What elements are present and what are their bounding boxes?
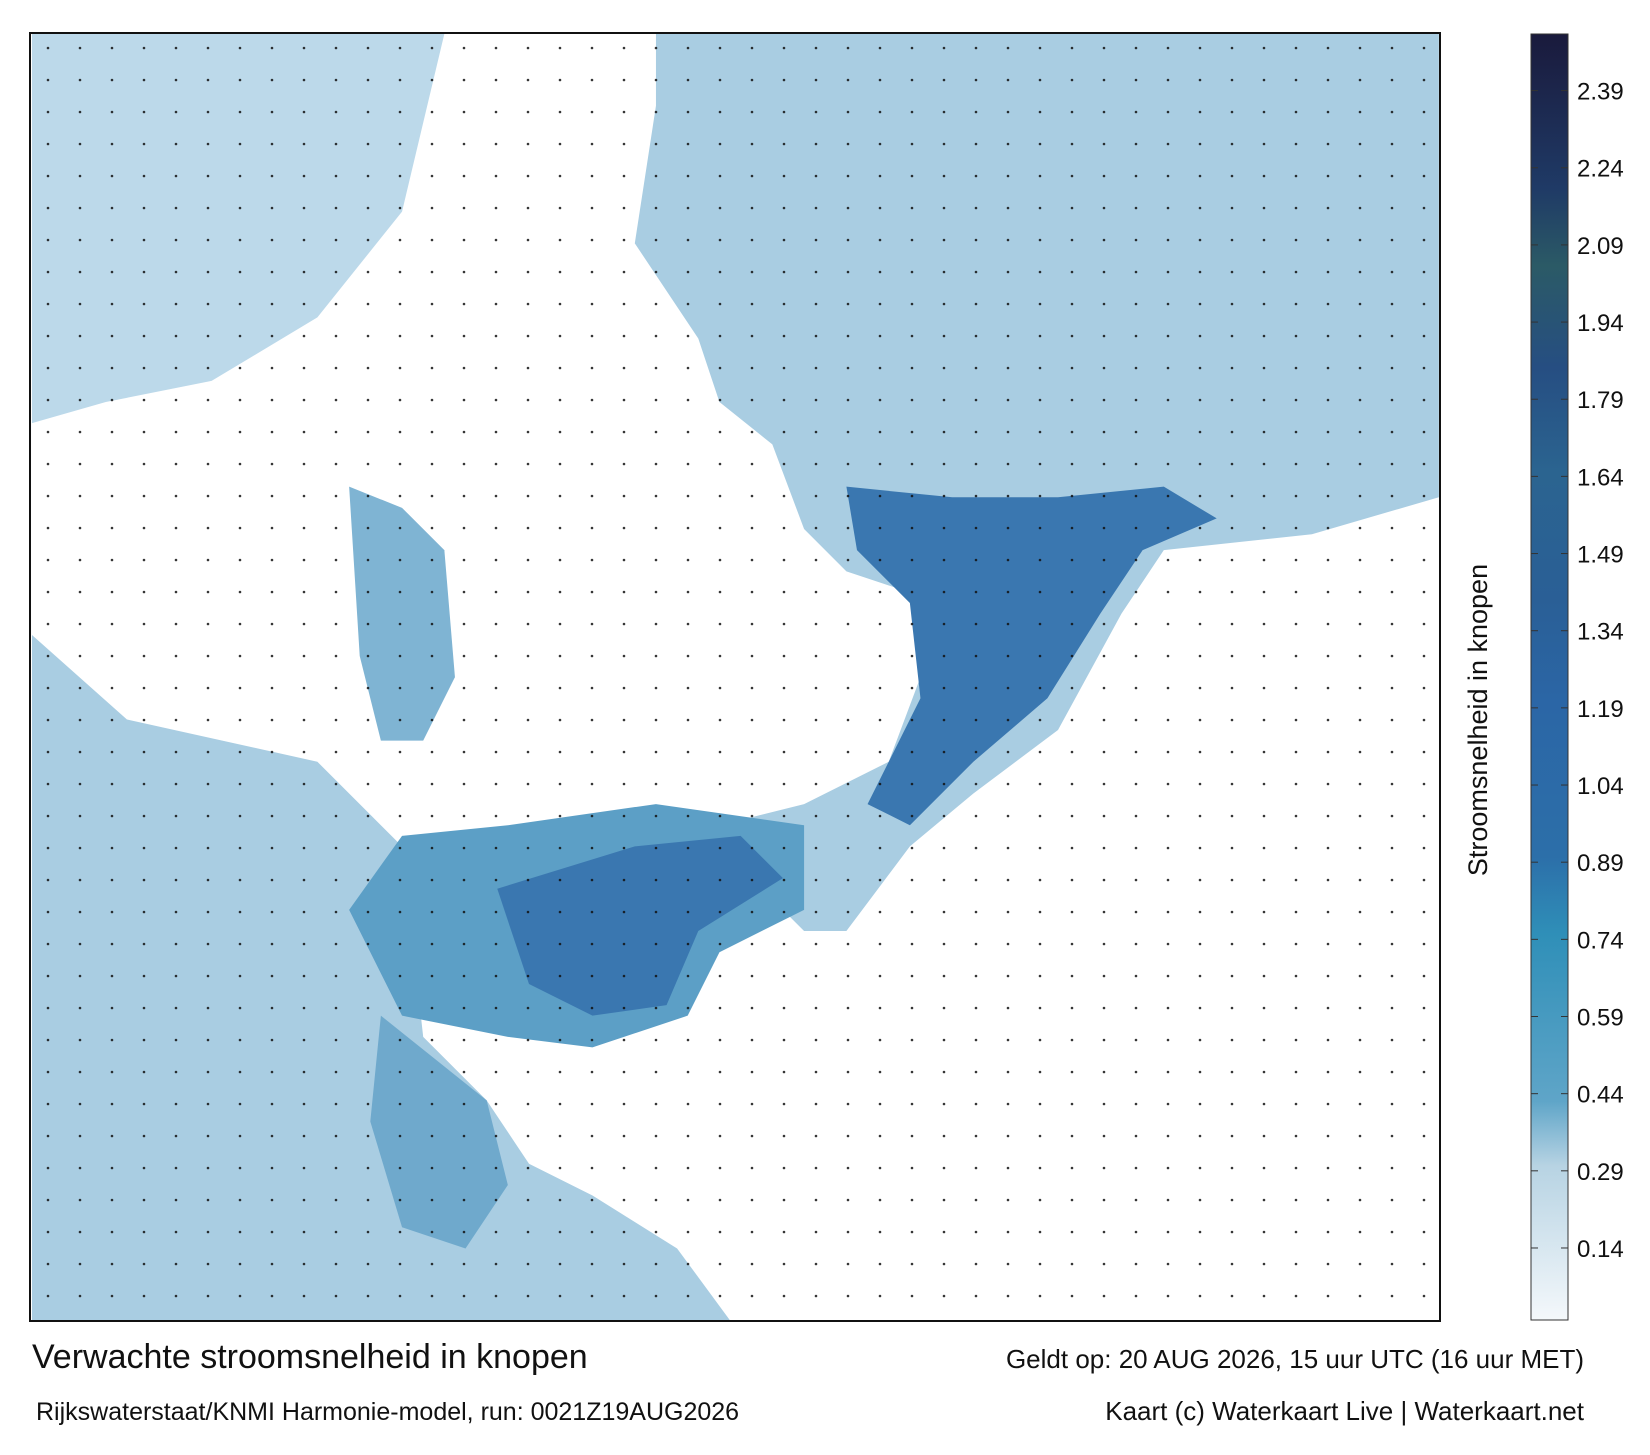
colorbar-tick-label: 1.64 [1577,464,1624,491]
colorbar-tick-label: 0.59 [1577,1005,1624,1032]
map [32,34,1439,1320]
source: Rijkswaterstaat/KNMI Harmonie-model, run… [36,1398,739,1426]
colorbar-tick-label: 2.09 [1577,233,1624,260]
colorbar-scale [1530,33,1569,1321]
title: Verwachte stroomsnelheid in knopen [32,1338,588,1376]
colorbar-tick-label: 0.89 [1577,850,1624,877]
valid-time: Geldt op: 20 AUG 2026, 15 uur UTC (16 uu… [1006,1344,1584,1374]
map-frame [29,32,1441,1322]
colorbar-tick-label: 1.79 [1577,387,1624,414]
colorbar-tick-label: 1.94 [1577,310,1624,337]
colorbar-tick-label: 0.29 [1577,1159,1624,1186]
credit: Kaart (c) Waterkaart Live | Waterkaart.n… [1105,1396,1585,1426]
colorbar-tick-label: 2.39 [1577,79,1624,106]
colorbar-tick-label: 1.49 [1577,542,1624,569]
colorbar-tick-label: 1.04 [1577,773,1624,800]
colorbar-tick-label: 0.14 [1577,1236,1624,1263]
colorbar [1530,33,1569,1321]
colorbar-label: Stroomsnelheid in knopen [1463,564,1493,876]
colorbar-tick-label: 0.44 [1577,1082,1624,1109]
colorbar-tick-label: 1.19 [1577,696,1624,723]
colorbar-tick-label: 1.34 [1577,619,1624,646]
colorbar-tick-label: 0.74 [1577,927,1624,954]
colorbar-tick-label: 2.24 [1577,156,1624,183]
